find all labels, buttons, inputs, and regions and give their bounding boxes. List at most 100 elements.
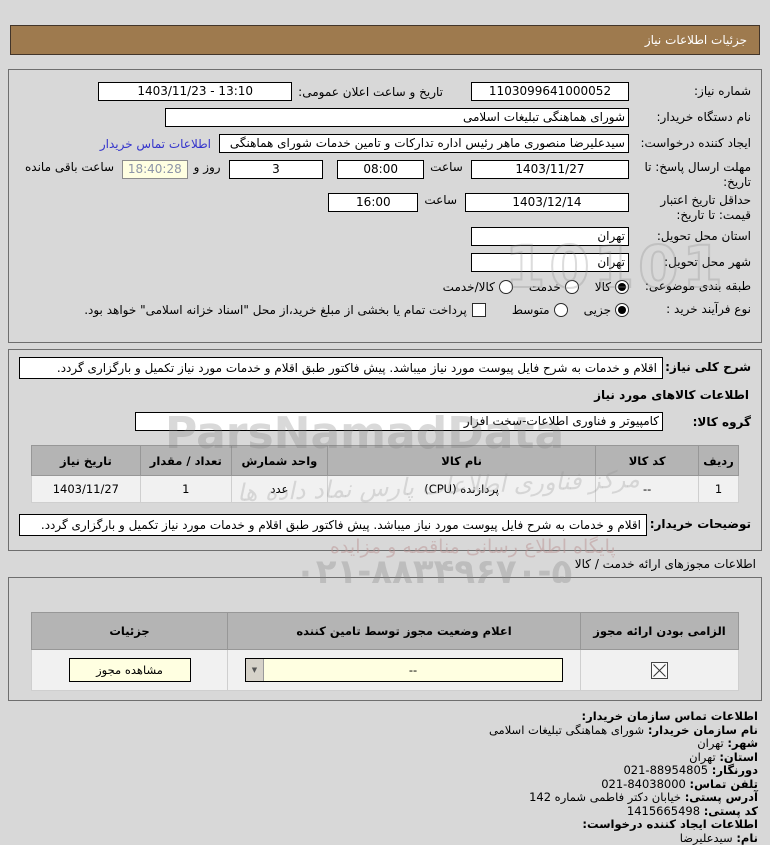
permit-status-value: -- [408,663,418,677]
price-validity-date-field[interactable]: 1403/12/14 [465,193,629,212]
category-option-service: خدمت [528,279,561,294]
page-title: جزئیات اطلاعات نیاز [644,33,747,47]
permit-required-checkbox[interactable] [651,661,668,679]
dropdown-arrow-icon[interactable]: ▼ [246,659,264,681]
items-table-header-row: ردیف کد کالا نام کالا واحد شمارش تعداد /… [31,445,739,476]
countdown-label: ساعت باقی مانده [25,160,115,174]
permits-col-details: جزئیات [31,612,228,650]
need-info-panel: شماره نیاز: 1103099641000052 تاریخ و ساع… [8,69,762,343]
overall-desc-field[interactable]: اقلام و خدمات به شرح فایل پیوست مورد نیا… [19,357,663,379]
price-validity-label: حداقل تاریخ اعتبار قیمت: تا تاریخ: [660,193,751,222]
process-option-minor: جزیی [583,302,611,317]
row-process-type: نوع فرآیند خرید : جزیی متوسط پرداخت تمام… [19,302,751,317]
goods-group-label: گروه کالا: [692,414,751,429]
items-col-qty: تعداد / مقدار [139,445,232,476]
permits-table: الزامی بودن ارائه مجوز اعلام وضعیت مجوز … [31,612,739,691]
row-buyer-org: نام دستگاه خریدار: شورای هماهنگی تبلیغات… [19,108,751,127]
contact-line: کد پستی: 1415665498 [626,803,758,818]
row-price-validity: حداقل تاریخ اعتبار قیمت: تا تاریخ: 1403/… [19,193,751,223]
contact-line: اطلاعات ایجاد کننده درخواست: [582,817,758,831]
permits-col-required: الزامی بودن ارائه مجوز [580,612,739,650]
process-radio-medium[interactable] [553,302,568,317]
category-radio-goods-service[interactable] [498,279,513,294]
goods-info-panel: شرح کلی نیاز: اقلام و خدمات به شرح فایل … [8,349,762,551]
buyer-org-field[interactable]: شورای هماهنگی تبلیغات اسلامی [165,108,629,127]
item-need-date: 1403/11/27 [31,475,141,503]
permit-required-cell [580,649,739,691]
item-row-number: 1 [698,475,739,503]
row-goods-group: گروه کالا: کامپیوتر و فناوری اطلاعات-سخت… [19,412,751,431]
row-deadline: مهلت ارسال پاسخ: تا تاریخ: 1403/11/27 سا… [19,160,751,190]
permits-row: ▼ -- مشاهده مجوز [31,649,739,691]
need-number-label: شماره نیاز: [694,84,751,98]
contact-line: نام سازمان خریدار: شورای هماهنگی تبلیغات… [488,722,758,737]
process-type-label: نوع فرآیند خرید : [666,302,751,316]
announce-label: تاریخ و ساعت اعلان عمومی: [298,84,443,99]
permit-status-dropdown[interactable]: ▼ -- [245,658,563,682]
items-col-unit: واحد شمارش [230,445,328,476]
buyer-contact-link[interactable]: اطلاعات تماس خریدار [99,136,211,151]
goods-group-field[interactable]: کامپیوتر و فناوری اطلاعات-سخت افزار [135,412,663,431]
category-radio-service[interactable] [564,279,579,294]
buyer-org-label: نام دستگاه خریدار: [656,110,752,124]
contact-line: تلفن تماس: 84038000-021 [601,776,758,791]
need-number-field[interactable]: 1103099641000052 [471,82,629,101]
view-permit-button[interactable]: مشاهده مجوز [68,658,191,682]
countdown-timer: 18:40:28 [122,160,188,179]
buyer-notes-label: توضیحات خریدار: [649,517,751,531]
deadline-days-label: روز و [193,160,221,174]
category-radio-goods[interactable] [615,279,629,294]
contact-line: استان: تهران [689,749,758,764]
price-validity-hour-label: ساعت [424,193,457,207]
city-label: شهر محل تحویل: [664,255,751,269]
deadline-hour-label: ساعت [430,160,463,174]
treasury-docs-label: پرداخت تمام یا بخشی از مبلغ خرید،از محل … [84,302,467,317]
row-creator: ایجاد کننده درخواست: سیدعلیرضا منصوری ما… [19,134,751,153]
item-name: پردازنده (CPU) [326,475,597,503]
creator-label: ایجاد کننده درخواست: [640,136,751,150]
row-category: طبقه بندی موضوعی: کالا خدمت کالا/خدمت [19,279,751,294]
process-option-medium: متوسط [511,302,550,317]
province-label: استان محل تحویل: [656,229,751,243]
contact-line: اطلاعات تماس سازمان خریدار: [581,709,758,723]
category-option-goods: کالا [594,279,611,294]
items-table: ردیف کد کالا نام کالا واحد شمارش تعداد /… [31,445,739,503]
contact-line: آدرس پستی: خیابان دکتر فاطمی شماره 142 [529,790,758,804]
treasury-docs-checkbox[interactable] [471,302,486,317]
row-city: شهر محل تحویل: تهران [19,253,751,272]
process-radio-minor[interactable] [615,302,629,317]
contact-line: دورنگار: 88954805-021 [623,763,758,777]
province-field[interactable]: تهران [471,227,629,246]
items-col-date: تاریخ نیاز [31,445,141,476]
row-need-number: شماره نیاز: 1103099641000052 تاریخ و ساع… [19,82,751,101]
category-label: طبقه بندی موضوعی: [644,279,751,293]
permit-details-cell: مشاهده مجوز [31,649,228,691]
row-buyer-notes: توضیحات خریدار: اقلام و خدمات به شرح فای… [19,514,751,536]
items-col-row: ردیف [698,445,739,476]
deadline-label: مهلت ارسال پاسخ: تا تاریخ: [644,160,751,189]
row-province: استان محل تحویل: تهران [19,227,751,246]
category-option-goods-service: کالا/خدمت [442,279,495,294]
city-field[interactable]: تهران [471,253,629,272]
permits-panel: الزامی بودن ارائه مجوز اعلام وضعیت مجوز … [8,577,762,701]
contact-line: نام: سیدعلیرضا [679,830,758,845]
contact-line: شهر: تهران [697,736,758,750]
deadline-days-field[interactable]: 3 [228,160,324,179]
deadline-date-field[interactable]: 1403/11/27 [470,160,629,179]
item-code: -- [595,475,700,503]
overall-desc-label: شرح کلی نیاز: [665,360,751,374]
row-overall-desc: شرح کلی نیاز: اقلام و خدمات به شرح فایل … [19,357,751,379]
price-validity-hour-field[interactable]: 16:00 [328,193,419,212]
items-col-code: کد کالا [595,445,700,476]
announce-field[interactable]: 1403/11/23 - 13:10 [98,82,293,101]
item-qty: 1 [139,475,232,503]
permits-heading: اطلاعات مجوزهای ارائه خدمت / کالا [574,557,756,571]
contact-info-block: اطلاعات تماس سازمان خریدار: نام سازمان خ… [12,709,758,845]
permits-col-status: اعلام وضعیت مجوز توسط تامین کننده [227,612,581,650]
item-unit: عدد [230,475,328,503]
buyer-notes-field[interactable]: اقلام و خدمات به شرح فایل پیوست مورد نیا… [19,514,647,536]
creator-field[interactable]: سیدعلیرضا منصوری ماهر رئیس اداره تدارکات… [219,134,629,153]
deadline-hour-field[interactable]: 08:00 [337,160,425,179]
items-heading: اطلاعات کالاهای مورد نیاز [594,388,749,402]
